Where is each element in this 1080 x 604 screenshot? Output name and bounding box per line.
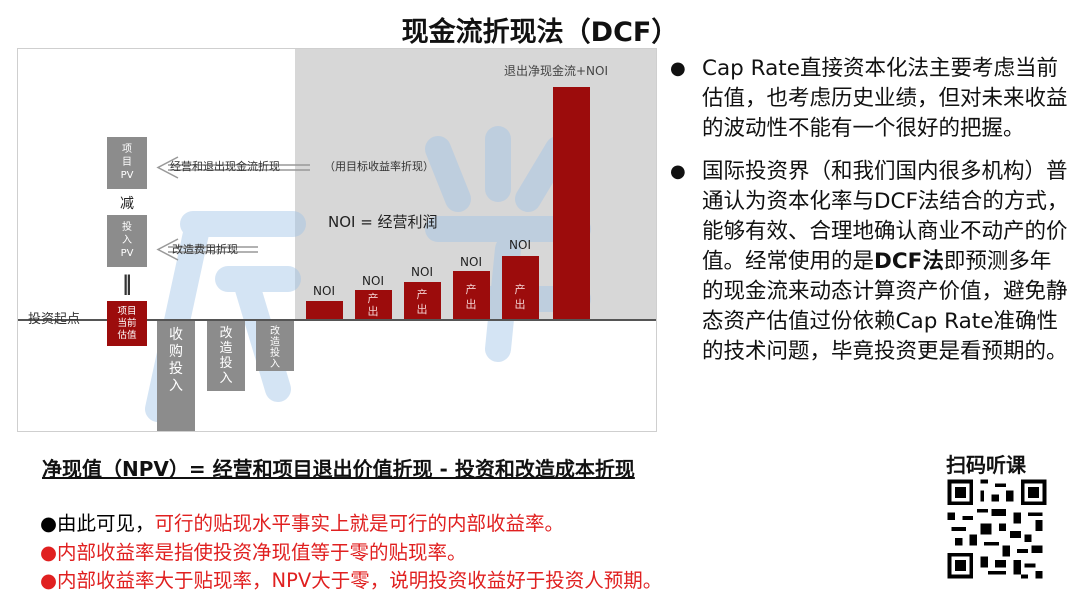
noi-label-2: NOI xyxy=(362,274,384,288)
noi-bar-4 xyxy=(453,271,490,319)
noi-bar-1 xyxy=(306,301,343,319)
project-pv-line2: 目 xyxy=(122,157,132,168)
renovate-small-bar xyxy=(256,321,294,371)
bullet-text: Cap Rate直接资本化法主要考虑当前估值，也考虑历史业绩，但对未来收益的波动… xyxy=(702,56,1068,141)
renovate-line4: 入 xyxy=(219,371,232,386)
noi-bars: NOI NOI 产 出 NOI 产 出 NOI 产 出 NOI 产 出 xyxy=(306,87,590,319)
output-5-line2: 出 xyxy=(515,297,526,311)
output-2-line2: 出 xyxy=(368,304,379,318)
noi-bar-5 xyxy=(502,256,539,319)
discount-arrow-bottom xyxy=(156,238,258,261)
purchase-line4: 入 xyxy=(169,378,183,394)
minus-label: 减 xyxy=(120,196,134,212)
bullet-cap-rate: ● Cap Rate直接资本化法主要考虑当前估值，也考虑历史业绩，但对未来收益的… xyxy=(670,54,1072,144)
start-value-line1: 项目 xyxy=(117,306,136,317)
qr-code-icon[interactable] xyxy=(944,476,1050,582)
noi-label-5: NOI xyxy=(509,238,531,252)
purchase-line2: 购 xyxy=(169,344,183,360)
exit-bar xyxy=(553,87,590,319)
dcf-diagram: 投资起点 项 目 PV 减 投 入 PV ‖ 项目 当前 估值 经营和退出现金流… xyxy=(17,48,657,432)
invest-pv-box xyxy=(107,215,147,267)
renovate-small-line1: 改 xyxy=(270,324,280,337)
start-value-box xyxy=(107,301,147,346)
target-irr-note: （用目标收益率折现） xyxy=(324,159,434,173)
invest-pv-line2: 入 xyxy=(122,235,132,246)
output-2-line1: 产 xyxy=(368,291,379,305)
noi-label-1: NOI xyxy=(313,284,335,298)
page-title: 现金流折现法（DCF） xyxy=(401,17,679,48)
bottom-line-1-red: 可行的贴现水平事实上就是可行的内部收益率。 xyxy=(154,512,565,535)
renovate-small-line3: 投 xyxy=(270,346,280,359)
output-3-line2: 出 xyxy=(417,302,428,316)
renovate-bar xyxy=(207,321,245,391)
invest-pv-line3: PV xyxy=(121,248,134,259)
renovation-discount-label: 改造费用折现 xyxy=(172,242,238,256)
invest-pv-line1: 投 xyxy=(122,220,132,233)
output-5-line1: 产 xyxy=(515,282,526,296)
renovate-small-line4: 入 xyxy=(270,359,280,370)
npv-formula: 净现值（NPV）= 经营和项目退出价值折现 - 投资和改造成本折现 xyxy=(42,457,635,481)
noi-formula: NOI = 经营利润 xyxy=(328,213,438,231)
start-label: 投资起点 xyxy=(28,311,80,327)
dcf-diagram-svg: 投资起点 项 目 PV 减 投 入 PV ‖ 项目 当前 估值 经营和退出现金流… xyxy=(18,49,656,431)
renovate-small-line2: 造 xyxy=(270,335,280,348)
project-pv-line1: 项 xyxy=(122,143,132,155)
project-pv-line3: PV xyxy=(121,170,134,181)
bullet-dot-icon: ● xyxy=(670,58,686,79)
op-exit-discount-label: 经营和退出现金流折现 xyxy=(170,159,280,173)
right-bullet-list: ● Cap Rate直接资本化法主要考虑当前估值，也考虑历史业绩，但对未来收益的… xyxy=(670,54,1072,380)
purchase-line3: 投 xyxy=(169,361,183,377)
equals-label: ‖ xyxy=(122,271,132,295)
bullet-dot-icon: ● xyxy=(670,161,686,182)
bottom-line-1: ●由此可见，可行的贴现水平事实上就是可行的内部收益率。 xyxy=(40,510,662,539)
output-3-line1: 产 xyxy=(417,287,428,301)
renovate-line3: 投 xyxy=(219,355,232,371)
qr-title: 扫码听课 xyxy=(946,453,1026,477)
qr-code-graphic xyxy=(944,476,1050,582)
noi-bar-3 xyxy=(404,282,441,319)
bottom-bullets: ●由此可见，可行的贴现水平事实上就是可行的内部收益率。 ●内部收益率是指使投资净… xyxy=(40,510,662,596)
bullet-text-post: 即预测多年的现金流来动态计算资产价值，避免静态资产估值过份依赖Cap Rate准… xyxy=(702,249,1068,364)
watermark xyxy=(145,126,591,422)
bottom-line-2: ●内部收益率是指使投资净现值等于零的贴现率。 xyxy=(40,540,467,564)
exit-label: 退出净现金流+NOI xyxy=(504,63,608,78)
start-value-line2: 当前 xyxy=(117,317,136,329)
output-4-line1: 产 xyxy=(466,282,477,296)
project-pv-box xyxy=(107,137,147,189)
output-4-line2: 出 xyxy=(466,297,477,311)
purchase-line1: 收 xyxy=(169,327,183,343)
renovate-line2: 造 xyxy=(219,341,232,356)
noi-label-3: NOI xyxy=(411,265,433,279)
bullet-text-bold: DCF法 xyxy=(874,249,944,274)
noi-label-4: NOI xyxy=(460,255,482,269)
renovate-line1: 改 xyxy=(219,326,232,341)
bottom-line-3: ●内部收益率大于贴现率，NPV大于零，说明投资收益好于投资人预期。 xyxy=(40,569,663,592)
bottom-line-1-black: ●由此可见， xyxy=(40,512,155,535)
noi-bar-2 xyxy=(355,290,392,319)
bullet-international: ● 国际投资界（和我们国内很多机构）普通认为资本化率与DCF法结合的方式，能够有… xyxy=(670,157,1072,367)
discount-arrow-top xyxy=(156,156,310,179)
bullet-text-pre: 国际投资界（和我们国内很多机构）普通认为资本化率与DCF法结合的方式，能够有效、… xyxy=(702,159,1069,274)
start-value-line3: 估值 xyxy=(117,329,137,341)
purchase-bar xyxy=(157,321,195,431)
